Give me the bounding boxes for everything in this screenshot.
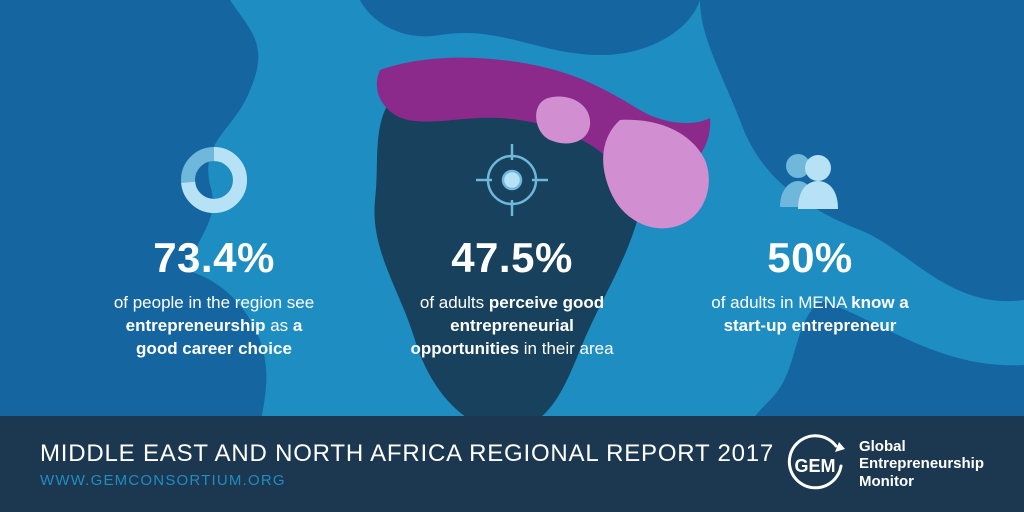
stat-caption: of adults in MENA know a start-up entrep…	[706, 292, 914, 338]
report-title: Middle East and North Africa Regional Re…	[40, 440, 774, 468]
stat-know-entrepreneur: 50% of adults in MENA know a start-up en…	[706, 140, 914, 361]
stat-value: 47.5%	[451, 234, 573, 282]
svg-text:GEM: GEM	[794, 456, 835, 476]
gem-logo-mark: GEM	[783, 432, 847, 496]
stats-row: 73.4% of people in the region see entrep…	[0, 140, 1024, 361]
stat-opportunities: 47.5% of adults perceive good entreprene…	[408, 140, 616, 361]
footer-bar: Middle East and North Africa Regional Re…	[0, 416, 1024, 512]
target-icon	[472, 140, 552, 220]
footer-url: WWW.GEMCONSORTIUM.ORG	[40, 472, 774, 489]
gem-logo: GEM Global Entrepreneurship Monitor	[783, 432, 984, 496]
stat-value: 73.4%	[153, 234, 275, 282]
donut-icon	[179, 140, 249, 220]
stat-career-choice: 73.4% of people in the region see entrep…	[110, 140, 318, 361]
stat-value: 50%	[767, 234, 853, 282]
gem-logo-text: Global Entrepreneurship Monitor	[859, 438, 984, 490]
stat-caption: of adults perceive good entrepreneurial …	[408, 292, 616, 361]
people-icon	[770, 140, 850, 220]
stat-caption: of people in the region see entrepreneur…	[110, 292, 318, 361]
footer-left: Middle East and North Africa Regional Re…	[40, 440, 774, 489]
